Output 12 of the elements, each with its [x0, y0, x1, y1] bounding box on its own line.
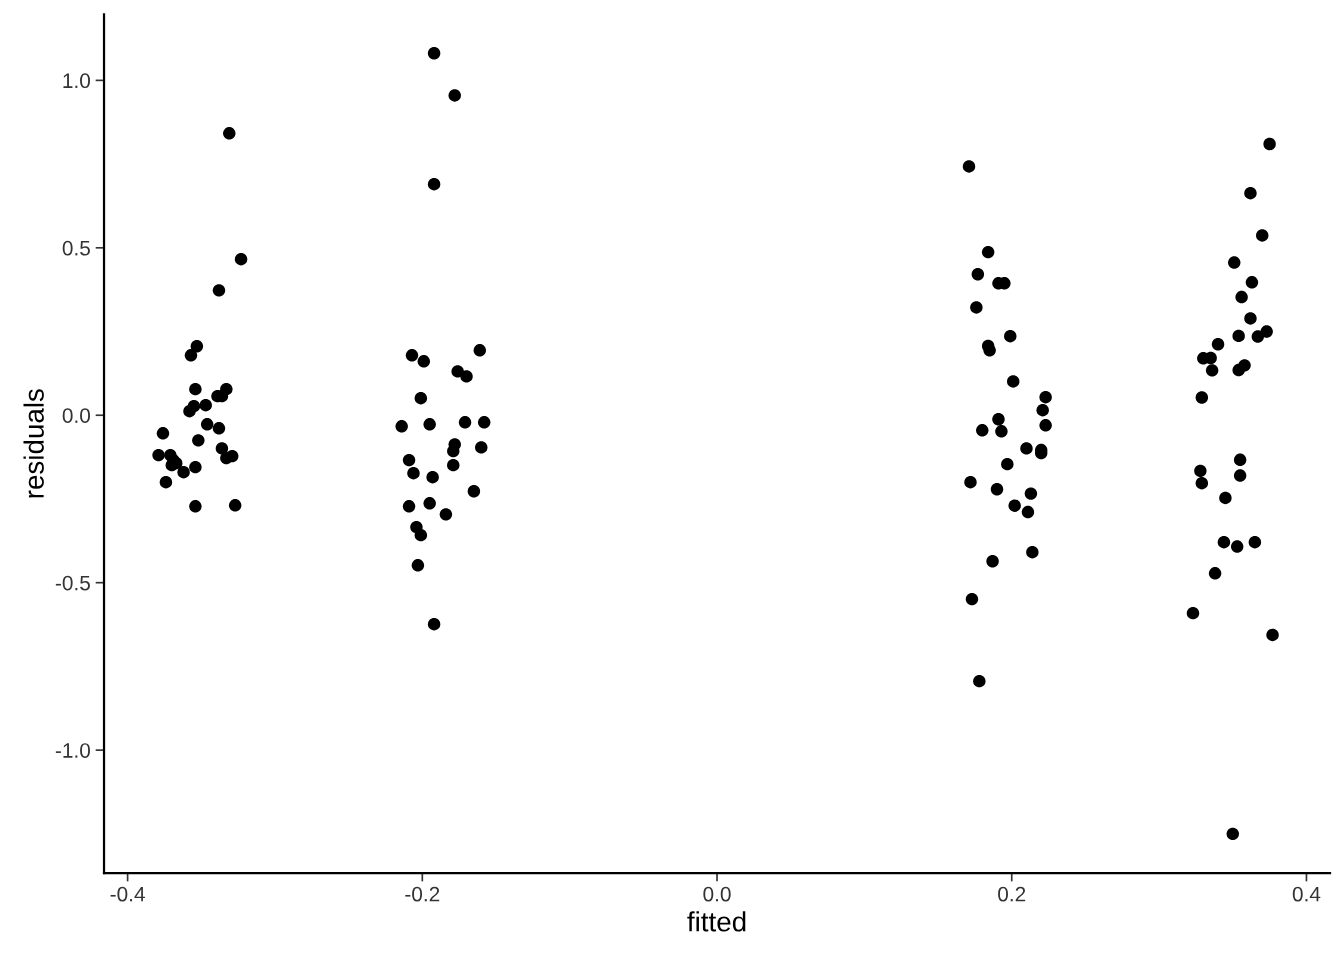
x-tick-label: 0.2: [998, 886, 1026, 902]
x-tick-label: 0.0: [703, 886, 731, 902]
y-axis-title: residuals: [23, 389, 44, 498]
y-tick-label: 0.5: [62, 240, 90, 256]
x-axis-title: fitted: [687, 911, 746, 932]
x-tick-label: -0.4: [110, 886, 145, 902]
x-tick-label: 0.4: [1292, 886, 1321, 902]
y-tick-label: -1.0: [55, 743, 91, 758]
y-tick-label: 1.0: [63, 73, 91, 89]
y-tick-label: 0.0: [62, 408, 91, 423]
y-tick-label: -0.5: [55, 575, 90, 591]
x-tick-label: -0.2: [405, 886, 440, 902]
